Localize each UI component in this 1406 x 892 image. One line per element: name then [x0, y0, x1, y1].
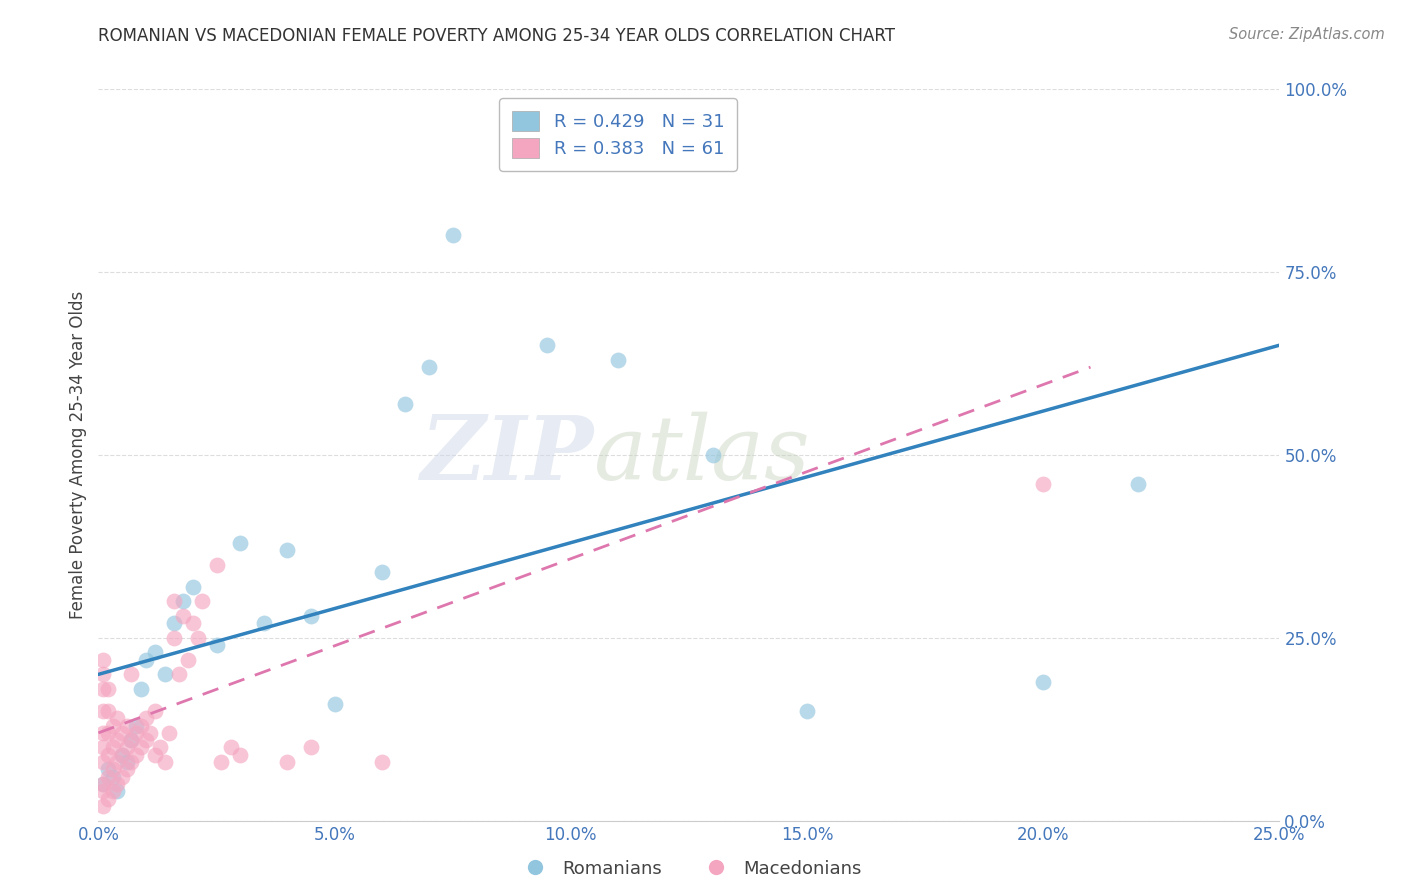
Point — [101, 740, 124, 755]
Point — [111, 747, 134, 762]
Point — [181, 580, 204, 594]
Point — [121, 667, 143, 681]
Point — [702, 448, 724, 462]
Point — [172, 608, 194, 623]
Point — [115, 763, 138, 777]
Point — [101, 718, 124, 732]
Point — [187, 631, 209, 645]
Point — [143, 704, 166, 718]
Point — [276, 755, 298, 769]
Point — [115, 740, 138, 755]
Point — [371, 755, 394, 769]
Point — [276, 543, 298, 558]
Point — [97, 791, 120, 805]
Point — [181, 616, 204, 631]
Point — [167, 667, 190, 681]
Point — [91, 681, 114, 696]
Point — [191, 594, 214, 608]
Point — [105, 733, 128, 747]
Point — [129, 681, 152, 696]
Point — [105, 755, 128, 769]
Point — [143, 645, 166, 659]
Point — [153, 667, 176, 681]
Point — [536, 338, 558, 352]
Point — [149, 740, 172, 755]
Point — [125, 747, 148, 762]
Text: ROMANIAN VS MACEDONIAN FEMALE POVERTY AMONG 25-34 YEAR OLDS CORRELATION CHART: ROMANIAN VS MACEDONIAN FEMALE POVERTY AM… — [98, 27, 896, 45]
Point — [91, 755, 114, 769]
Point — [111, 726, 134, 740]
Point — [97, 704, 120, 718]
Point — [371, 565, 394, 579]
Text: ZIP: ZIP — [420, 412, 595, 498]
Point — [139, 726, 162, 740]
Point — [135, 733, 157, 747]
Point — [135, 711, 157, 725]
Point — [105, 711, 128, 725]
Point — [111, 747, 134, 762]
Point — [1032, 477, 1054, 491]
Point — [796, 704, 818, 718]
Point — [111, 770, 134, 784]
Point — [129, 740, 152, 755]
Point — [323, 697, 346, 711]
Point — [97, 681, 120, 696]
Point — [441, 228, 464, 243]
Point — [91, 704, 114, 718]
Point — [163, 594, 186, 608]
Point — [205, 638, 228, 652]
Point — [143, 747, 166, 762]
Point — [91, 653, 114, 667]
Text: atlas: atlas — [595, 411, 810, 499]
Point — [1126, 477, 1149, 491]
Point — [177, 653, 200, 667]
Point — [121, 733, 143, 747]
Point — [91, 726, 114, 740]
Point — [97, 763, 120, 777]
Point — [101, 763, 124, 777]
Point — [163, 616, 186, 631]
Point — [91, 799, 114, 814]
Point — [97, 726, 120, 740]
Point — [125, 718, 148, 732]
Point — [121, 755, 143, 769]
Point — [105, 777, 128, 791]
Point — [209, 755, 232, 769]
Point — [1032, 674, 1054, 689]
Y-axis label: Female Poverty Among 25-34 Year Olds: Female Poverty Among 25-34 Year Olds — [69, 291, 87, 619]
Point — [163, 631, 186, 645]
Point — [91, 777, 114, 791]
Point — [101, 770, 124, 784]
Point — [91, 740, 114, 755]
Point — [125, 726, 148, 740]
Point — [607, 352, 630, 367]
Point — [115, 755, 138, 769]
Legend: Romanians, Macedonians: Romanians, Macedonians — [509, 853, 869, 885]
Point — [205, 558, 228, 572]
Text: Source: ZipAtlas.com: Source: ZipAtlas.com — [1229, 27, 1385, 42]
Point — [97, 770, 120, 784]
Point — [299, 740, 322, 755]
Point — [91, 784, 114, 798]
Point — [101, 784, 124, 798]
Point — [121, 733, 143, 747]
Point — [229, 747, 252, 762]
Point — [299, 608, 322, 623]
Point — [91, 667, 114, 681]
Point — [91, 777, 114, 791]
Point — [97, 747, 120, 762]
Point — [229, 535, 252, 549]
Point — [394, 397, 416, 411]
Point — [172, 594, 194, 608]
Point — [157, 726, 180, 740]
Point — [253, 616, 276, 631]
Point — [105, 784, 128, 798]
Point — [418, 360, 440, 375]
Point — [135, 653, 157, 667]
Point — [129, 718, 152, 732]
Point — [219, 740, 242, 755]
Point — [115, 718, 138, 732]
Point — [153, 755, 176, 769]
